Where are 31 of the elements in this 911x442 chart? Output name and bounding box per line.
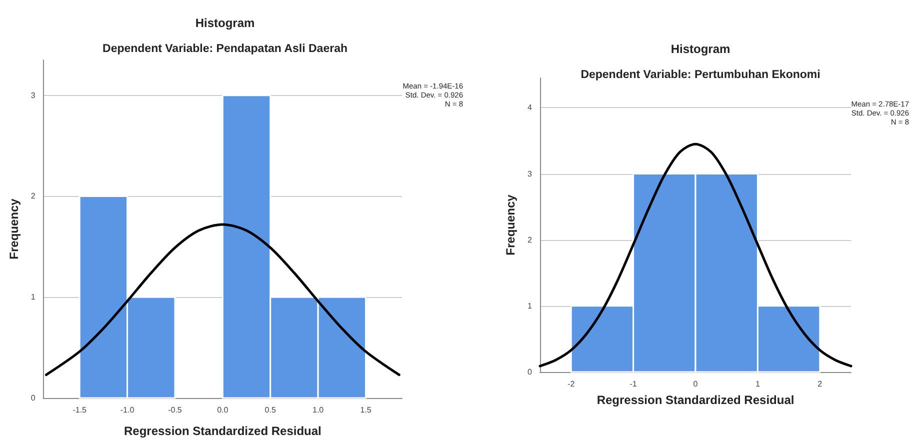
- y-tick-label: 4: [528, 103, 533, 112]
- chart-title: Histogram: [195, 16, 255, 30]
- y-tick-label: 0: [30, 394, 36, 402]
- y-tick-label: 0: [528, 368, 533, 376]
- y-tick-label: 1: [30, 292, 36, 302]
- x-tick-label: 1.0: [312, 406, 324, 414]
- x-axis-title: Regression Standardized Residual: [596, 393, 794, 407]
- x-tick-label: 0.5: [264, 406, 276, 414]
- chart-subtitle: Dependent Variable: Pertumbuhan Ekonomi: [580, 69, 820, 81]
- x-tick-label: -1.0: [120, 406, 135, 414]
- x-tick-label: -1: [630, 380, 638, 388]
- chart-title: Histogram: [670, 42, 730, 56]
- y-axis-title: Frequency: [504, 194, 518, 256]
- x-tick-label: 0: [693, 380, 698, 388]
- x-tick-label: 0.0: [217, 406, 229, 414]
- y-tick-label: 3: [30, 90, 36, 100]
- line-series: [538, 142, 852, 368]
- y-tick-label: 2: [30, 192, 36, 201]
- x-axis-title: Regression Standardized Residual: [124, 424, 322, 438]
- chart-subtitle: Dependent Variable: Pendapatan Asli Daerah: [102, 43, 348, 55]
- x-tick-label: -2: [568, 380, 576, 388]
- line-series: [44, 223, 400, 376]
- x-tick-label: 2: [818, 380, 823, 388]
- x-tick-label: 1: [755, 380, 760, 388]
- x-tick-label: -1.5: [72, 406, 88, 414]
- x-tick-label: -0.5: [168, 406, 182, 414]
- y-tick-label: 1: [528, 301, 533, 310]
- y-tick-label: 3: [528, 169, 533, 178]
- y-tick-label: 2: [528, 235, 533, 244]
- x-tick-label: 1.5: [360, 406, 372, 414]
- y-axis-title: Frequency: [7, 198, 21, 260]
